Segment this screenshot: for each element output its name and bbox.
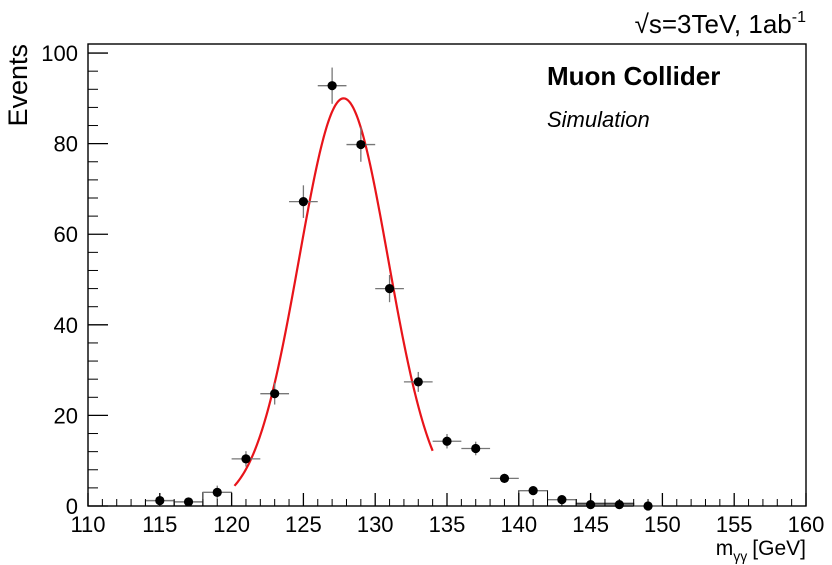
- sqrt-symbol: √: [635, 9, 650, 39]
- y-tick-label: 80: [54, 132, 78, 157]
- x-tick-label: 150: [644, 512, 681, 537]
- energy-label-text: s=3TeV, 1ab: [649, 9, 792, 39]
- simulation-label: Simulation: [547, 107, 650, 132]
- data-point: [241, 454, 251, 464]
- x-axis-label-sub: γγ: [733, 548, 747, 564]
- x-tick-label: 155: [716, 512, 753, 537]
- data-point: [499, 473, 510, 483]
- fit-layer: [233, 97, 434, 487]
- y-tick-label: 40: [54, 313, 78, 338]
- x-tick-label: 120: [213, 512, 250, 537]
- data-point: [327, 81, 337, 91]
- y-tick-label: 20: [54, 403, 78, 428]
- data-point: [384, 283, 395, 294]
- x-tick-label: 115: [142, 512, 177, 537]
- energy-label: √s=3TeV, 1ab-1: [635, 9, 807, 39]
- data-point: [298, 197, 308, 207]
- data-point: [471, 443, 481, 454]
- x-axis-label-main: m: [716, 537, 734, 560]
- data-point: [442, 436, 452, 446]
- x-axis-label: mγγ [GeV]: [716, 537, 806, 564]
- data-point: [270, 389, 280, 399]
- x-tick-label: 145: [572, 512, 609, 537]
- y-tick-label: 60: [54, 222, 78, 247]
- x-tick-label: 110: [70, 512, 105, 537]
- data-point: [356, 139, 366, 150]
- y-tick-label: 0: [66, 494, 78, 519]
- data-point: [413, 377, 423, 387]
- y-tick-label: 100: [41, 41, 78, 66]
- data-point: [528, 486, 538, 496]
- x-axis-label-unit: [GeV]: [752, 537, 806, 560]
- y-axis-label: Events: [3, 44, 33, 127]
- energy-superscript: -1: [792, 9, 806, 26]
- experiment-label: Muon Collider: [547, 61, 720, 91]
- x-tick-label: 130: [357, 512, 394, 537]
- x-tick-label: 160: [788, 512, 825, 537]
- data-point: [212, 487, 222, 498]
- x-tick-label: 140: [500, 512, 537, 537]
- x-tick-label: 125: [285, 512, 322, 537]
- x-tick-label: 135: [429, 512, 466, 537]
- fit-curve: [233, 97, 434, 487]
- axis-layer: 110 115 120 125 130 135 140 145 150 155 160 0 20 40 60…: [41, 41, 824, 537]
- data-points-layer: [145, 67, 663, 511]
